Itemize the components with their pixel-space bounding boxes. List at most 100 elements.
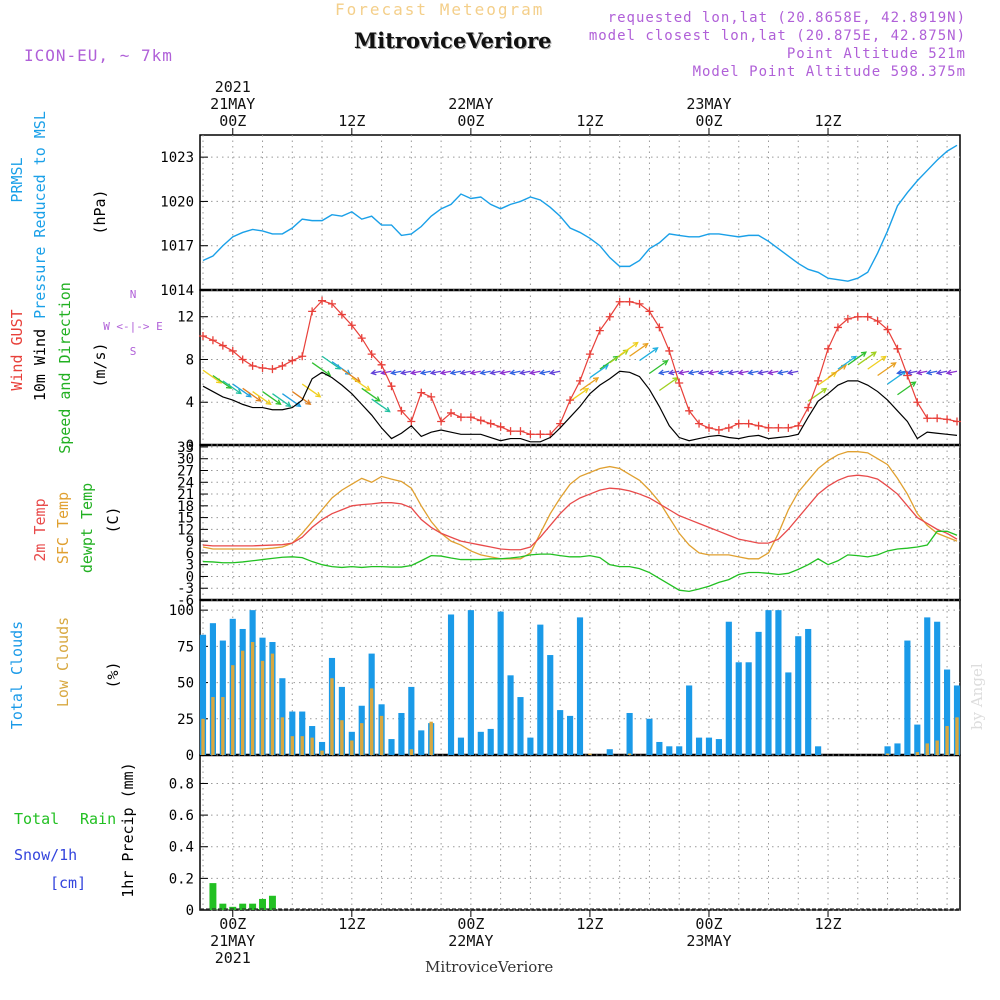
compass-west-east: W <-|-> E bbox=[103, 320, 163, 333]
wind-direction-arrow bbox=[421, 370, 432, 374]
low-clouds-bar bbox=[270, 653, 275, 755]
wind-gust-marker bbox=[585, 350, 594, 359]
wind-gust-marker bbox=[377, 360, 386, 369]
wind-gust-marker bbox=[506, 427, 515, 436]
wind-direction-arrowhead bbox=[439, 369, 446, 376]
wind-direction-arrow bbox=[917, 370, 928, 374]
precip-bar bbox=[249, 903, 257, 910]
wind-direction-label: Speed and Direction bbox=[56, 282, 74, 454]
wind-direction-arrow bbox=[242, 387, 262, 402]
low-clouds-bar bbox=[885, 753, 890, 755]
total-clouds-bar bbox=[815, 746, 822, 755]
wind-gust-marker bbox=[665, 346, 674, 355]
wind-direction-arrowhead bbox=[945, 369, 952, 376]
wind-direction-arrow bbox=[778, 370, 789, 374]
total-clouds-bar bbox=[487, 728, 494, 755]
wind-direction-arrow bbox=[510, 370, 521, 374]
wind-gust-marker bbox=[347, 321, 356, 330]
wind-direction-arrowhead bbox=[890, 362, 897, 368]
wind-gust-marker bbox=[943, 415, 952, 424]
wind-gust-marker bbox=[238, 355, 247, 364]
wind-direction-arrow bbox=[371, 398, 391, 413]
total-clouds-bar bbox=[557, 710, 564, 755]
tick-label-precip: 0.8 bbox=[169, 776, 194, 792]
wind-gust-marker bbox=[427, 392, 436, 401]
total-clouds-bar bbox=[775, 610, 782, 755]
low-clouds-bar bbox=[211, 697, 215, 755]
low-clouds-label: Low Clouds bbox=[54, 617, 72, 707]
wind-direction-arrow bbox=[252, 391, 271, 405]
wind-gust-marker bbox=[318, 296, 327, 305]
pressure-long-label: Pressure Reduced to MSL bbox=[31, 111, 49, 319]
wind-speed-label: 10m Wind bbox=[31, 329, 49, 401]
wind-direction-arrow bbox=[857, 351, 877, 366]
total-clouds-bar bbox=[914, 724, 921, 755]
wind-gust-marker bbox=[486, 419, 495, 428]
wind-direction-arrow bbox=[688, 370, 700, 374]
t2m-label: 2m Temp bbox=[31, 498, 49, 561]
wind-gust-marker bbox=[655, 323, 664, 332]
chart-title: MitroviceVeriore bbox=[354, 28, 552, 53]
wind-direction-arrow bbox=[589, 364, 609, 379]
wind-direction-arrowhead bbox=[384, 406, 391, 413]
wind-gust-marker bbox=[367, 350, 376, 359]
wind-gust-label: Wind GUST bbox=[8, 309, 26, 390]
low-clouds-bar bbox=[955, 717, 959, 755]
tick-label-temp: 21 bbox=[177, 487, 194, 503]
point-altitude: Point Altitude 521m bbox=[786, 46, 966, 62]
wind-gust-marker bbox=[913, 398, 922, 407]
low-clouds-bar bbox=[330, 678, 334, 755]
total-clouds-bar bbox=[388, 739, 395, 755]
wind-gust-marker bbox=[774, 423, 783, 432]
wind-direction-arrowhead bbox=[285, 401, 292, 408]
wind-direction-arrowhead bbox=[374, 396, 381, 402]
wind-gust-marker bbox=[645, 307, 654, 316]
wind-direction-arrowhead bbox=[935, 369, 943, 376]
wind-direction-arrow bbox=[897, 381, 916, 396]
low-clouds-bar bbox=[300, 736, 304, 755]
wind-direction-arrowhead bbox=[459, 369, 466, 376]
wind-direction-arrowhead bbox=[896, 369, 903, 376]
precip-bar bbox=[219, 903, 227, 910]
wind-direction-arrow bbox=[768, 370, 779, 374]
total-clouds-bar bbox=[567, 715, 574, 755]
total-clouds-bar bbox=[507, 675, 514, 755]
total-clouds-bar bbox=[517, 697, 524, 755]
wind-unit: (m/s) bbox=[91, 342, 109, 387]
wind-direction-arrowhead bbox=[737, 369, 744, 376]
wind-direction-arrow bbox=[936, 370, 948, 374]
wind-gust-marker bbox=[208, 336, 217, 345]
tick-label-pressure: 1017 bbox=[160, 239, 194, 255]
total-clouds-bar bbox=[745, 662, 752, 755]
wind-direction-arrowhead bbox=[364, 385, 371, 392]
wind-direction-arrow bbox=[788, 370, 799, 374]
compass-south: S bbox=[130, 345, 137, 358]
total-clouds-bar bbox=[398, 712, 405, 755]
precip-bar bbox=[268, 895, 276, 910]
wind-gust-line bbox=[202, 300, 958, 435]
wind-direction-arrow bbox=[401, 370, 412, 374]
wind-direction-arrowhead bbox=[275, 399, 282, 405]
wind-direction-arrowhead bbox=[583, 387, 590, 394]
wind-gust-marker bbox=[536, 430, 545, 439]
wind-direction-arrow bbox=[698, 370, 710, 374]
wind-gust-marker bbox=[724, 423, 733, 432]
wind-direction-arrow bbox=[450, 370, 462, 374]
rain-total-label: Total bbox=[14, 810, 59, 828]
time-label-bottom: 2021 bbox=[215, 949, 251, 967]
tick-label-temp: 3 bbox=[186, 558, 194, 574]
wind-gust-marker bbox=[447, 408, 456, 417]
wind-gust-marker bbox=[516, 427, 525, 436]
total-clouds-bar bbox=[467, 610, 474, 755]
low-clouds-bar bbox=[925, 743, 929, 755]
wind-direction-arrow bbox=[490, 370, 501, 374]
wind-gust-marker bbox=[824, 344, 833, 353]
wind-gust-marker bbox=[734, 419, 743, 428]
tick-label-temp: 6 bbox=[186, 546, 194, 562]
tick-label-wind: 4 bbox=[186, 395, 194, 411]
total-clouds-bar bbox=[765, 610, 772, 755]
wind-gust-marker bbox=[675, 379, 684, 387]
low-clouds-bar bbox=[350, 740, 354, 755]
total-clouds-bar bbox=[199, 634, 207, 755]
requested-location: requested lon,lat (20.8658E, 42.8919N) bbox=[607, 10, 966, 26]
